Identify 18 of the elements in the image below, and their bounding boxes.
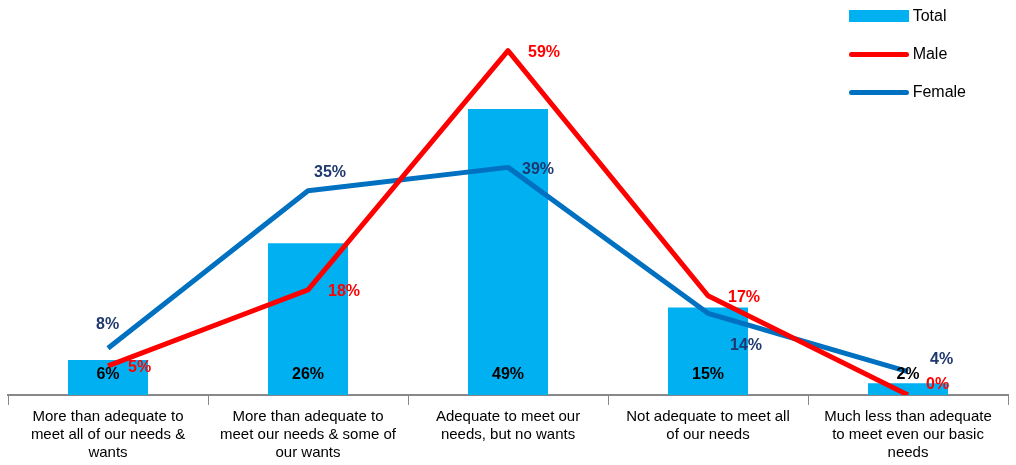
- data-label: 6%: [96, 365, 120, 383]
- data-label: 49%: [491, 365, 525, 383]
- data-label: 8%: [96, 314, 120, 332]
- legend-label: Female: [912, 83, 966, 101]
- data-label: 15%: [691, 365, 725, 383]
- data-label: 59%: [528, 43, 561, 61]
- legend-label: Total: [912, 7, 947, 25]
- data-label: 26%: [291, 365, 325, 383]
- data-label: 4%: [930, 350, 954, 368]
- data-label: 35%: [314, 163, 347, 181]
- data-label: 17%: [728, 288, 761, 306]
- data-label: 2%: [896, 365, 920, 383]
- x-tick-label: Adequate to meet our needs, but no wants: [435, 407, 581, 443]
- x-tick-label: More than adequate to meet all of our needs & wants: [30, 407, 186, 461]
- x-tick-label: Much less than adequate to meet even our basic needs: [824, 407, 992, 461]
- legend-label: Male: [912, 45, 948, 63]
- x-tick-label: Not adequate to meet all of our needs: [626, 407, 790, 443]
- x-tick-label: More than adequate to meet our needs & some of our wants: [220, 407, 397, 461]
